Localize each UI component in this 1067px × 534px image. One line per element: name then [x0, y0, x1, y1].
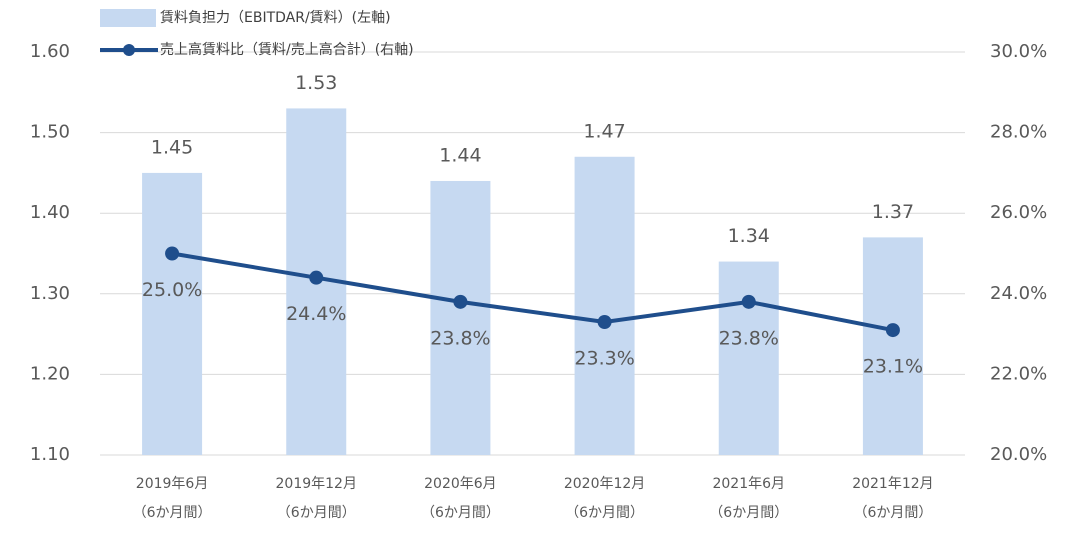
y-tick-label: 1.30	[30, 283, 70, 304]
x-tick-label: 2019年12月	[276, 476, 357, 492]
y2-tick-label: 26.0%	[990, 202, 1047, 223]
bar-value-label: 1.37	[872, 201, 914, 223]
line-series	[171, 251, 894, 333]
x-tick-label: （6か月間）	[133, 505, 212, 521]
line-value-label: 23.3%	[574, 348, 634, 370]
y-tick-label: 1.10	[30, 444, 70, 465]
bar-value-label: 1.45	[151, 136, 193, 158]
line-point	[597, 315, 612, 330]
bar-value-label: 1.44	[439, 144, 481, 166]
line-point	[453, 294, 468, 309]
y2-tick-label: 22.0%	[990, 363, 1047, 384]
y-tick-label: 1.50	[30, 122, 70, 143]
x-tick-label: 2020年6月	[424, 476, 497, 492]
bar-value-label: 1.53	[295, 72, 337, 94]
line-value-label: 23.8%	[430, 327, 490, 349]
bar	[862, 237, 923, 455]
line-point	[741, 294, 756, 309]
line-value-label: 23.1%	[863, 356, 923, 378]
y-tick-label: 1.40	[30, 202, 70, 223]
x-tick-label: 2021年12月	[852, 476, 933, 492]
legend-label: 賃料負担力（EBITDAR/賃料）(左軸)	[160, 10, 391, 26]
line-value-label: 23.8%	[719, 327, 779, 349]
bar-value-label: 1.34	[728, 225, 770, 247]
y-tick-label: 1.60	[30, 41, 70, 62]
y2-tick-label: 28.0%	[990, 122, 1047, 143]
line-point	[165, 246, 180, 261]
y2-tick-label: 30.0%	[990, 41, 1047, 62]
legend-marker	[123, 44, 135, 56]
line-point	[309, 270, 324, 285]
line-point	[885, 323, 900, 338]
x-tick-label: （6か月間）	[421, 505, 500, 521]
line-value-label: 25.0%	[142, 279, 202, 301]
bar-value-label: 1.47	[583, 120, 625, 142]
y2-tick-label: 20.0%	[990, 444, 1047, 465]
y2-tick-label: 24.0%	[990, 283, 1047, 304]
bar	[574, 156, 635, 455]
line-value-label: 24.4%	[286, 303, 346, 325]
bar	[718, 261, 779, 455]
x-tick-label: 2019年6月	[136, 476, 209, 492]
legend-label: 売上高賃料比（賃料/売上高合計）(右軸)	[160, 41, 414, 58]
x-tick-label: （6か月間）	[277, 505, 356, 521]
x-tick-label: 2020年12月	[564, 476, 645, 492]
legend-swatch	[100, 9, 156, 27]
x-tick-label: （6か月間）	[565, 505, 644, 521]
bar	[430, 180, 491, 455]
x-tick-label: （6か月間）	[853, 505, 932, 521]
bar	[142, 172, 203, 455]
x-tick-label: 2021年6月	[712, 476, 785, 492]
y-tick-label: 1.20	[30, 363, 70, 384]
x-tick-label: （6か月間）	[709, 505, 788, 521]
